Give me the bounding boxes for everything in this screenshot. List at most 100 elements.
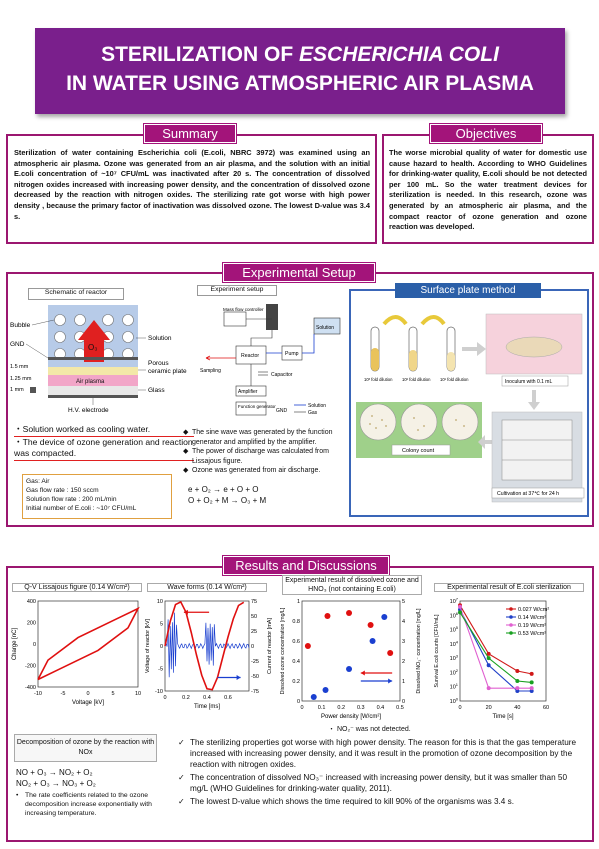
- wave-title: Wave forms (0.14 W/cm²): [147, 583, 267, 592]
- lissajous-chart: -10 -5 0 5 10 -400 -200 0 200 400 Voltage [kV] Char…: [12, 599, 141, 706]
- reactor-label: Reactor: [241, 353, 259, 359]
- legend-marker: [509, 623, 513, 627]
- series-line: [459, 605, 532, 675]
- decomp-reaction-2: NO₂ + O₃ → NO₃ + O₂: [16, 779, 96, 788]
- pump-label: Pump: [285, 351, 299, 357]
- gas-cylinder: [266, 304, 278, 330]
- series-line: [459, 609, 532, 692]
- x-tick-label: 0.5: [396, 705, 404, 711]
- amplifier-label: Amplifier: [238, 389, 258, 395]
- y-axis-label: Charge [nC]: [12, 627, 18, 660]
- legend-label: 0.027 W/cm²: [518, 607, 549, 613]
- y-tick-label: 0: [297, 699, 300, 705]
- y-tick-label: 0.6: [292, 639, 300, 645]
- current-waveform: [164, 612, 250, 678]
- param-initial: Initial number of E.coli : ~10⁷ CFU/mL: [26, 505, 137, 512]
- schematic-title: Schematic of reactor: [28, 288, 124, 300]
- dim-2: 1.25 mm: [10, 376, 32, 382]
- result-bullet: ✓ The lowest D-value which shows the time…: [178, 797, 515, 806]
- y-tick-label: -200: [25, 664, 36, 670]
- bullet-icon: •: [16, 792, 19, 799]
- decomp-reactions: NO + O₃ → NO₂ + O₂ NO₂ + O₃ → NO₃ + O₂: [16, 767, 166, 789]
- y-tick-label: 102: [450, 668, 459, 677]
- dissolved-title: Experimental result of dissolved ozone a…: [282, 575, 422, 595]
- lissajous-title: Q-V Lissajous figure (0.14 W/cm²): [12, 583, 142, 592]
- series-point: [515, 679, 520, 683]
- mfc-label: Mass flow controller: [223, 307, 264, 312]
- x-tick-label: 0.4: [203, 695, 211, 701]
- dilution-tubes: [370, 315, 456, 372]
- reaction-1: e + O₂ → e + O + O: [188, 485, 259, 494]
- y-tick-label: -5: [158, 667, 163, 673]
- dilution-2-label: 10² fold dilution: [402, 377, 431, 382]
- o3-arrow: [78, 320, 110, 362]
- note-2: ・The device of ozone generation and reac…: [14, 437, 194, 461]
- legend-marker: [509, 607, 513, 611]
- y2-tick-label: -75: [251, 689, 259, 695]
- sampling-label: Sampling: [200, 368, 221, 374]
- series-point: [529, 689, 534, 693]
- results-bullets: ✓ The sterilizing properties got worse wi…: [178, 737, 586, 807]
- bubble-label: Bubble: [10, 322, 31, 329]
- x-tick-label: 10: [135, 691, 141, 697]
- x-tick-label: 0.3: [357, 705, 365, 711]
- ecoli-title: Experimental result of E.coli sterilizat…: [434, 583, 584, 592]
- series-point: [486, 686, 491, 691]
- porous-plate: [48, 367, 138, 375]
- x-tick-label: 0.2: [182, 695, 190, 701]
- solution-label: Solution: [148, 335, 172, 342]
- result-bullet: ✓ The concentration of dissolved NO₃⁻ inc…: [178, 773, 568, 793]
- colony-label: Colony count: [402, 448, 435, 454]
- x-tick-label: 0.6: [224, 695, 232, 701]
- reactor-schematic: O₃ Air plasma Bubble GND Solution Porous…: [10, 305, 187, 414]
- poster-title: STERILIZATION OF ESCHERICHIA COLI IN WAT…: [35, 28, 565, 114]
- dim-3: 1 mm: [10, 387, 24, 393]
- series-point: [458, 604, 462, 609]
- x-axis-label: Time [s]: [492, 714, 513, 720]
- objectives-text: The worse microbial quality of water for…: [389, 148, 587, 232]
- diamond-icon: ◆: [183, 429, 189, 436]
- data-point-ozone: [304, 643, 311, 649]
- y-tick-label: 400: [27, 599, 36, 605]
- x-tick-label: 0.4: [377, 705, 385, 711]
- legend-marker: [509, 631, 513, 635]
- exp-bullets: ◆ The sine wave was generated by the func…: [183, 428, 348, 476]
- y-tick-label: -10: [155, 689, 163, 695]
- dilution-1-label: 10³ fold dilution: [364, 377, 393, 382]
- data-point-ozone: [324, 613, 331, 619]
- porous-label: Porous: [148, 360, 169, 367]
- y-tick-label: 0: [160, 644, 163, 650]
- legend-gas: Gas: [308, 410, 318, 416]
- x-axis-label: Voltage [kV]: [72, 700, 104, 706]
- inoculum-label: Inoculum with 0.1 mL: [505, 379, 552, 385]
- x-axis-label: Time [ms]: [194, 704, 220, 710]
- y-tick-label: 106: [450, 611, 459, 620]
- decomp-reaction-1: NO + O₃ → NO₂ + O₂: [16, 768, 93, 777]
- funcgen-label: Function generator: [238, 404, 276, 409]
- voltage-arrowhead: [183, 609, 188, 615]
- param-gasflow: Gas flow rate : 150 sccm: [26, 487, 99, 494]
- y-tick-label: 101: [450, 682, 459, 691]
- note-1: ・Solution worked as cooling water.: [14, 424, 194, 437]
- y2-tick-label: 2: [402, 659, 405, 665]
- no3-arrowhead: [388, 678, 393, 684]
- dilution-3-label: 10¹ fold dilution: [440, 377, 469, 382]
- title-line2: IN WATER USING ATMOSPHERIC AIR PLASMA: [66, 72, 534, 95]
- o3-label: O₃: [88, 343, 97, 352]
- data-point-NO3: [369, 638, 376, 644]
- air-plasma-region: [48, 375, 138, 386]
- y2-tick-label: 1: [402, 679, 405, 685]
- check-icon: ✓: [178, 773, 185, 782]
- plot-frame: [459, 600, 547, 702]
- series-point: [529, 686, 534, 691]
- y2-axis-label: Current of reactor [mA]: [267, 618, 273, 674]
- data-point-ozone: [387, 650, 394, 656]
- decomp-note: • The rate coefficients related to the o…: [16, 792, 152, 817]
- check-icon: ✓: [178, 797, 185, 806]
- legend-label: 0.53 W/cm²: [518, 631, 546, 637]
- exp-bullet: ◆ The power of discharge was calculated f…: [183, 448, 329, 465]
- gnd-electrode: [48, 357, 138, 360]
- lissajous-curve: [37, 606, 140, 681]
- hv-electrode: [48, 395, 138, 398]
- reactions: e + O₂ → e + O + O O + O₂ + M → O₃ + M: [188, 484, 348, 506]
